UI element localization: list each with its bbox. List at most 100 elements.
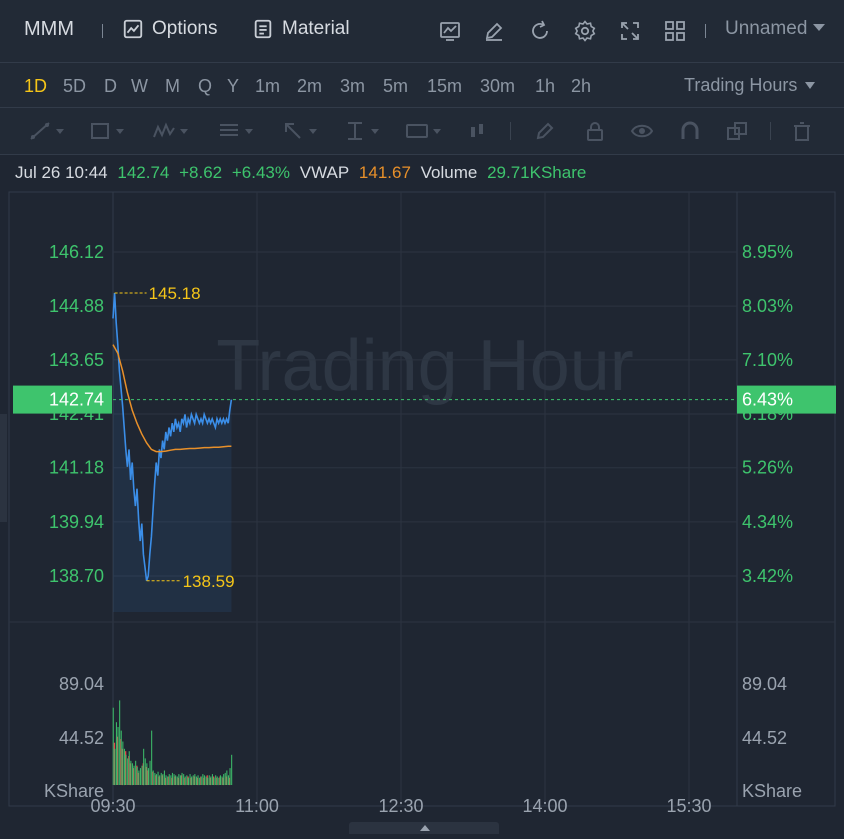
fullscreen-icon[interactable] <box>617 18 643 44</box>
volume-bar-up <box>120 730 122 785</box>
vertical-measure-icon[interactable] <box>343 118 383 144</box>
volume-bar-up <box>130 760 132 785</box>
volume-bar-up <box>213 777 215 786</box>
vwap-line <box>112 344 232 453</box>
volume-bar-up <box>219 775 221 785</box>
chart-area[interactable]: 09:30 11:00 12:30 14:00 15:30 Trading Hour 146… <box>0 155 844 834</box>
volume-bar-up <box>227 775 229 785</box>
edit-icon[interactable] <box>481 18 507 44</box>
volume-bar-up <box>139 768 141 785</box>
volume-value: 29.71KShare <box>487 163 587 182</box>
arrow-tool-icon[interactable] <box>281 118 321 144</box>
trading-hours-selector[interactable]: Trading Hours <box>684 75 816 96</box>
volume-unit-label: KShare <box>44 781 104 801</box>
percent-tick-label: 8.03% <box>742 296 793 316</box>
volume-bar-up <box>147 768 149 785</box>
watermark: Trading Hour <box>216 326 634 406</box>
volume-bar-up <box>133 765 135 785</box>
current-price-badge <box>13 385 112 414</box>
period-w[interactable]: W <box>131 76 148 96</box>
pen-icon[interactable] <box>533 118 573 144</box>
volume-bar-up <box>191 776 193 785</box>
volume-bar-up <box>114 748 116 786</box>
price-tick-label: 141.18 <box>49 458 104 478</box>
volume-bar-up <box>117 727 119 785</box>
period-3m[interactable]: 3m <box>340 76 366 96</box>
vwap-value: 141.67 <box>358 163 411 182</box>
side-panel-handle[interactable] <box>0 414 7 522</box>
current-price-badge-text: 142.74 <box>49 390 104 410</box>
copy-icon[interactable] <box>725 118 765 144</box>
period-m[interactable]: M <box>165 76 180 96</box>
price-tick-label: 144.88 <box>49 296 104 316</box>
volume-bar-up <box>125 754 127 785</box>
price-tick-label: 143.65 <box>49 350 104 370</box>
layout-icon[interactable] <box>662 18 688 44</box>
period-15m[interactable]: 15m <box>427 76 463 96</box>
volume-bar-up <box>112 707 114 785</box>
period-2m[interactable]: 2m <box>297 76 323 96</box>
period-30m[interactable]: 30m <box>480 76 516 96</box>
period-q[interactable]: Q <box>198 76 213 96</box>
volume-bar-up <box>171 772 173 785</box>
layout-name: Unnamed <box>725 18 808 39</box>
text-label-tool-icon[interactable] <box>405 118 445 144</box>
volume-bar-up <box>175 775 177 785</box>
volume-bar-up <box>123 748 125 786</box>
current-percent-badge-text: 6.43% <box>742 390 793 410</box>
volume-bar-up <box>187 777 189 786</box>
intraday-chart[interactable]: 09:30 11:00 12:30 14:00 15:30 Trading Hour 146… <box>0 155 844 834</box>
chevron-up-icon[interactable] <box>420 825 430 831</box>
divider <box>770 122 771 140</box>
datetime: Jul 26 10:44 <box>15 163 108 182</box>
volume-bar-up <box>127 758 129 785</box>
volume-tick-label-right: 89.04 <box>742 674 787 694</box>
volume-bar-up <box>218 777 220 786</box>
current-percent-badge <box>737 385 836 414</box>
volume-bar-up <box>197 775 199 785</box>
volume-bar-up <box>211 774 213 785</box>
material-button[interactable]: Material <box>252 18 350 40</box>
volume-bar-up <box>165 775 167 785</box>
fib-tool-icon[interactable] <box>217 118 257 144</box>
high-label: 145.18 <box>149 284 201 303</box>
symbol-label[interactable]: MMM <box>24 18 74 40</box>
period-d[interactable]: D <box>104 76 117 96</box>
percent-tick-label: 7.10% <box>742 350 793 370</box>
period-1m[interactable]: 1m <box>255 76 281 96</box>
volume-tick-label-right: 44.52 <box>742 728 787 748</box>
rectangle-tool-icon[interactable] <box>88 118 128 144</box>
volume-bar-up <box>155 774 157 785</box>
volume-bar-up <box>208 775 210 785</box>
wave-tool-icon[interactable] <box>152 118 192 144</box>
quote-info-line: Jul 26 10:44 142.74 +8.62 +6.43% VWAP 14… <box>15 163 591 183</box>
period-1d[interactable]: 1D <box>24 76 48 96</box>
volume-bar-up <box>178 774 180 785</box>
volume-bar-up <box>163 770 165 785</box>
layout-selector[interactable]: Unnamed <box>725 18 826 40</box>
period-5d[interactable]: 5D <box>63 76 87 96</box>
low-label: 138.59 <box>183 572 235 591</box>
period-1h[interactable]: 1h <box>535 76 556 96</box>
price-tick-label: 138.70 <box>49 566 104 586</box>
period-5m[interactable]: 5m <box>383 76 409 96</box>
trendline-tool-icon[interactable] <box>28 118 68 144</box>
eye-icon[interactable] <box>630 118 670 144</box>
period-y[interactable]: Y <box>227 76 240 96</box>
trash-icon[interactable] <box>790 118 830 144</box>
options-button[interactable]: Options <box>122 18 217 40</box>
lock-icon[interactable] <box>583 118 623 144</box>
period-2h[interactable]: 2h <box>571 76 592 96</box>
volume-bar-up <box>183 774 185 785</box>
volume-unit-label-right: KShare <box>742 781 802 801</box>
chart-type-icon[interactable] <box>437 18 463 44</box>
refresh-icon[interactable] <box>527 18 553 44</box>
volume-bar-up <box>179 775 181 785</box>
volume-bar-up <box>119 700 121 785</box>
candle-tool-icon[interactable] <box>466 118 506 144</box>
volume-bar-up <box>173 774 175 785</box>
price-tick-label: 146.12 <box>49 242 104 262</box>
magnet-icon[interactable] <box>678 118 718 144</box>
gear-icon[interactable] <box>572 18 598 44</box>
price-area-fill <box>113 293 232 612</box>
